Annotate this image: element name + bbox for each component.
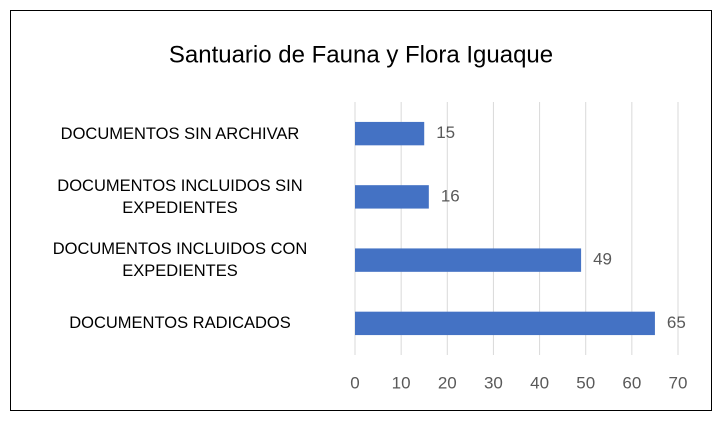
bar — [355, 311, 655, 336]
x-tick-label: 30 — [484, 373, 503, 392]
x-tick-label: 0 — [350, 373, 359, 392]
x-tick-label: 50 — [576, 373, 595, 392]
bar — [355, 248, 582, 272]
value-label: 16 — [441, 186, 460, 205]
value-label: 49 — [593, 250, 612, 269]
x-tick-label: 60 — [622, 373, 641, 392]
x-tick-label: 40 — [530, 373, 549, 392]
value-label: 65 — [667, 313, 686, 332]
value-label: 15 — [436, 123, 455, 142]
x-tick-label: 20 — [438, 373, 457, 392]
bar — [355, 185, 429, 209]
chart-title: Santuario de Fauna y Flora Iguaque — [169, 41, 553, 68]
chart-border — [10, 10, 712, 411]
x-tick-label: 70 — [669, 373, 688, 392]
y-tick-label: DOCUMENTOS INCLUIDOS CON EXPEDIENTES — [52, 240, 308, 281]
y-tick-label: DOCUMENTOS INCLUIDOS SIN EXPEDIENTES — [57, 176, 303, 217]
x-tick-label: 10 — [392, 373, 411, 392]
y-tick-label: DOCUMENTOS RADICADOS — [69, 314, 291, 333]
bar — [355, 121, 425, 146]
y-tick-label: DOCUMENTOS SIN ARCHIVAR — [60, 124, 300, 143]
